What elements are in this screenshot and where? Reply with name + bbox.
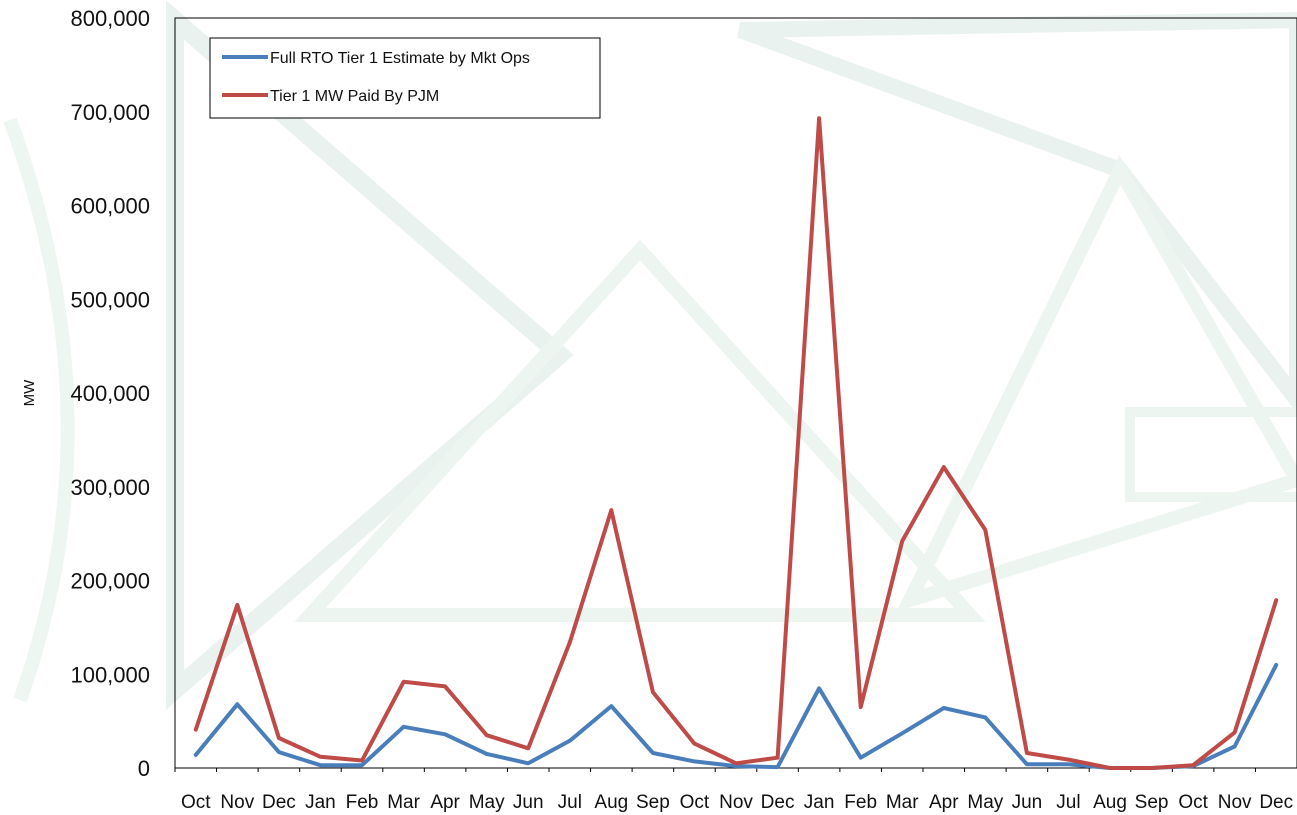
axes (174, 17, 1297, 769)
x-tick-label: Aug (594, 792, 628, 813)
x-tick-label: Mar (387, 792, 420, 813)
x-axis-ticks: Oct Nov Dec Jan Feb Mar Apr May Jun Jul Aug Sep Oct N… (174, 768, 1293, 813)
legend: Full RTO Tier 1 Estimate by Mkt Ops Tier… (209, 37, 601, 119)
x-tick-label: Nov (220, 792, 254, 813)
x-tick-label: Dec (1259, 792, 1293, 813)
x-tick-label: Nov (719, 792, 753, 813)
y-axis-ticks: 0 100,000 200,000 300,000 400,000 500,000 600,… (70, 6, 150, 781)
y-tick-label: 100,000 (70, 662, 150, 687)
x-tick-label: Feb (844, 792, 877, 813)
legend-box (209, 37, 601, 119)
series-layer (193, 116, 1279, 770)
y-tick-label: 400,000 (70, 381, 150, 406)
series-line-1 (193, 662, 1279, 770)
x-tick-label: Oct (680, 792, 710, 813)
x-tick-label: Dec (761, 792, 795, 813)
plot-area-border (174, 17, 1297, 769)
x-tick-label: Dec (262, 792, 296, 813)
legend-label-series-2: Tier 1 MW Paid By PJM (270, 88, 439, 105)
x-tick-label: Jul (1056, 792, 1080, 813)
x-tick-label: Jun (1012, 792, 1043, 813)
y-tick-label: 600,000 (70, 194, 150, 219)
background-watermark (3, 0, 1297, 710)
x-tick-label: Nov (1218, 792, 1252, 813)
x-tick-label: Jan (305, 792, 336, 813)
x-tick-label: Jan (804, 792, 835, 813)
x-tick-label: Aug (1093, 792, 1127, 813)
y-tick-label: 0 (138, 756, 150, 781)
x-tick-label: Feb (346, 792, 379, 813)
x-tick-label: Sep (1135, 792, 1169, 813)
x-tick-label: May (469, 792, 505, 813)
x-tick-label: Oct (181, 792, 211, 813)
legend-label-series-1: Full RTO Tier 1 Estimate by Mkt Ops (270, 50, 530, 67)
x-tick-label: Mar (886, 792, 919, 813)
y-tick-label: 700,000 (70, 100, 150, 125)
x-tick-label: May (967, 792, 1003, 813)
series-line-2 (193, 116, 1279, 770)
x-tick-label: Oct (1178, 792, 1208, 813)
x-tick-label: Jul (558, 792, 582, 813)
y-tick-label: 200,000 (70, 569, 150, 594)
y-tick-label: 800,000 (70, 6, 150, 31)
y-tick-label: 300,000 (70, 475, 150, 500)
x-tick-label: Sep (636, 792, 670, 813)
x-tick-label: Apr (929, 792, 959, 813)
x-tick-label: Jun (513, 792, 544, 813)
x-tick-label: Apr (430, 792, 460, 813)
y-tick-label: 500,000 (70, 287, 150, 312)
y-axis-title: MW (21, 379, 38, 406)
